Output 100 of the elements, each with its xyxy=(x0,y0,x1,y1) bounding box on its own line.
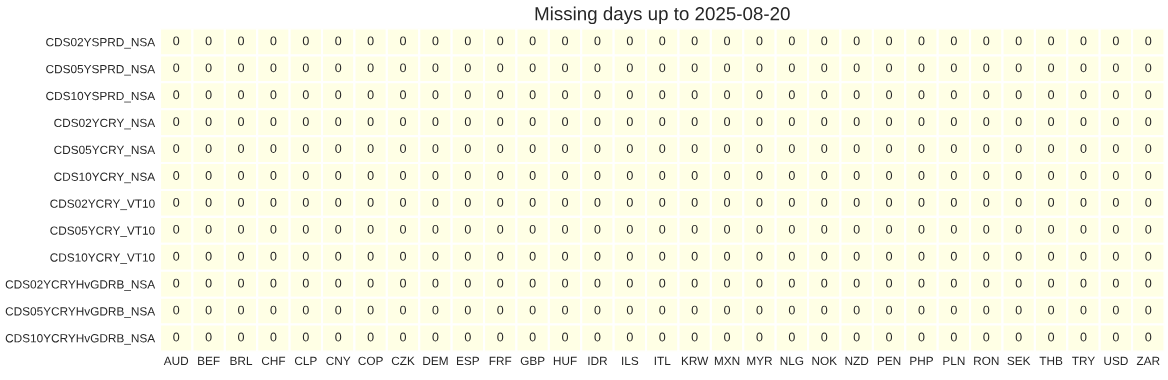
data-label: 0 xyxy=(1015,197,1022,207)
y-tick-label: CDS10YCRYHvGDRB_NSA xyxy=(5,334,156,345)
x-tick-label: PEN xyxy=(877,356,901,365)
data-label: 0 xyxy=(562,332,569,342)
data-label: 0 xyxy=(367,171,374,180)
data-label: 0 xyxy=(886,63,893,73)
data-label: 0 xyxy=(205,251,212,261)
data-label: 0 xyxy=(367,305,374,315)
data-label: 0 xyxy=(626,63,633,73)
data-label: 0 xyxy=(432,197,439,207)
data-label: 0 xyxy=(400,278,407,288)
data-label: 0 xyxy=(756,197,763,207)
x-tick-label: CZK xyxy=(391,356,415,366)
x-tick-label: CNY xyxy=(326,356,351,366)
data-label: 0 xyxy=(1145,171,1152,180)
x-tick-label: CLP xyxy=(294,356,317,366)
data-label: 0 xyxy=(594,251,601,261)
data-label: 0 xyxy=(724,36,731,46)
data-label: 0 xyxy=(983,171,990,180)
data-label: 0 xyxy=(270,171,277,180)
data-label: 0 xyxy=(918,63,925,73)
data-label: 0 xyxy=(594,90,601,100)
data-label: 0 xyxy=(335,251,342,261)
data-label: 0 xyxy=(1145,117,1152,127)
data-label: 0 xyxy=(756,36,763,46)
data-label: 0 xyxy=(918,251,925,261)
data-label: 0 xyxy=(594,63,601,73)
data-label: 0 xyxy=(497,332,504,342)
data-label: 0 xyxy=(886,197,893,207)
data-label: 0 xyxy=(626,144,633,153)
data-label: 0 xyxy=(950,90,957,100)
data-label: 0 xyxy=(886,36,893,46)
data-label: 0 xyxy=(853,305,860,315)
data-label: 0 xyxy=(1048,144,1055,153)
data-label: 0 xyxy=(788,63,795,73)
data-label: 0 xyxy=(756,278,763,288)
data-label: 0 xyxy=(821,197,828,207)
data-label: 0 xyxy=(950,36,957,46)
data-label: 0 xyxy=(1145,332,1152,342)
data-label: 0 xyxy=(594,171,601,180)
data-label: 0 xyxy=(659,63,666,73)
data-label: 0 xyxy=(238,251,245,261)
data-label: 0 xyxy=(626,332,633,342)
data-label: 0 xyxy=(1112,251,1119,261)
data-label: 0 xyxy=(1145,278,1152,288)
data-label: 0 xyxy=(983,332,990,342)
data-label: 0 xyxy=(400,171,407,180)
data-label: 0 xyxy=(302,332,309,342)
y-tick-label: CDS02YCRY_NSA xyxy=(54,118,156,130)
data-label: 0 xyxy=(432,63,439,73)
x-tick-label: PLN xyxy=(943,356,965,365)
data-label: 0 xyxy=(853,251,860,261)
data-label: 0 xyxy=(886,224,893,234)
data-label: 0 xyxy=(400,305,407,315)
data-label: 0 xyxy=(918,144,925,153)
data-label: 0 xyxy=(270,90,277,100)
data-label: 0 xyxy=(724,144,731,153)
data-label: 0 xyxy=(1080,90,1087,100)
data-label: 0 xyxy=(594,36,601,46)
data-label: 0 xyxy=(302,90,309,100)
data-label: 0 xyxy=(1015,224,1022,234)
data-label: 0 xyxy=(367,197,374,207)
data-label: 0 xyxy=(270,251,277,261)
data-label: 0 xyxy=(1048,197,1055,207)
data-label: 0 xyxy=(367,224,374,234)
data-label: 0 xyxy=(659,224,666,234)
x-tick-label: SEK xyxy=(1007,356,1031,366)
data-label: 0 xyxy=(173,224,180,234)
data-label: 0 xyxy=(270,63,277,73)
data-label: 0 xyxy=(659,90,666,100)
data-label: 0 xyxy=(335,171,342,180)
x-tick-label: MXN xyxy=(714,356,740,365)
data-label: 0 xyxy=(691,278,698,288)
data-label: 0 xyxy=(367,63,374,73)
y-tick-label: CDS05YSPRD_NSA xyxy=(46,64,156,76)
data-label: 0 xyxy=(886,144,893,153)
data-label: 0 xyxy=(756,63,763,73)
data-label: 0 xyxy=(724,171,731,180)
data-label: 0 xyxy=(205,197,212,207)
x-tick-label: PHP xyxy=(910,356,933,365)
data-label: 0 xyxy=(464,305,471,315)
data-label: 0 xyxy=(497,90,504,100)
data-label: 0 xyxy=(562,144,569,153)
data-label: 0 xyxy=(335,117,342,127)
data-label: 0 xyxy=(1048,90,1055,100)
data-label: 0 xyxy=(691,305,698,315)
data-label: 0 xyxy=(173,63,180,73)
data-label: 0 xyxy=(302,63,309,73)
data-label: 0 xyxy=(626,224,633,234)
data-label: 0 xyxy=(950,278,957,288)
data-label: 0 xyxy=(594,332,601,342)
data-label: 0 xyxy=(788,117,795,127)
data-label: 0 xyxy=(367,278,374,288)
data-label: 0 xyxy=(335,305,342,315)
data-label: 0 xyxy=(270,144,277,153)
data-label: 0 xyxy=(724,251,731,261)
data-label: 0 xyxy=(205,224,212,234)
data-label: 0 xyxy=(886,278,893,288)
data-label: 0 xyxy=(205,36,212,46)
data-label: 0 xyxy=(821,90,828,100)
